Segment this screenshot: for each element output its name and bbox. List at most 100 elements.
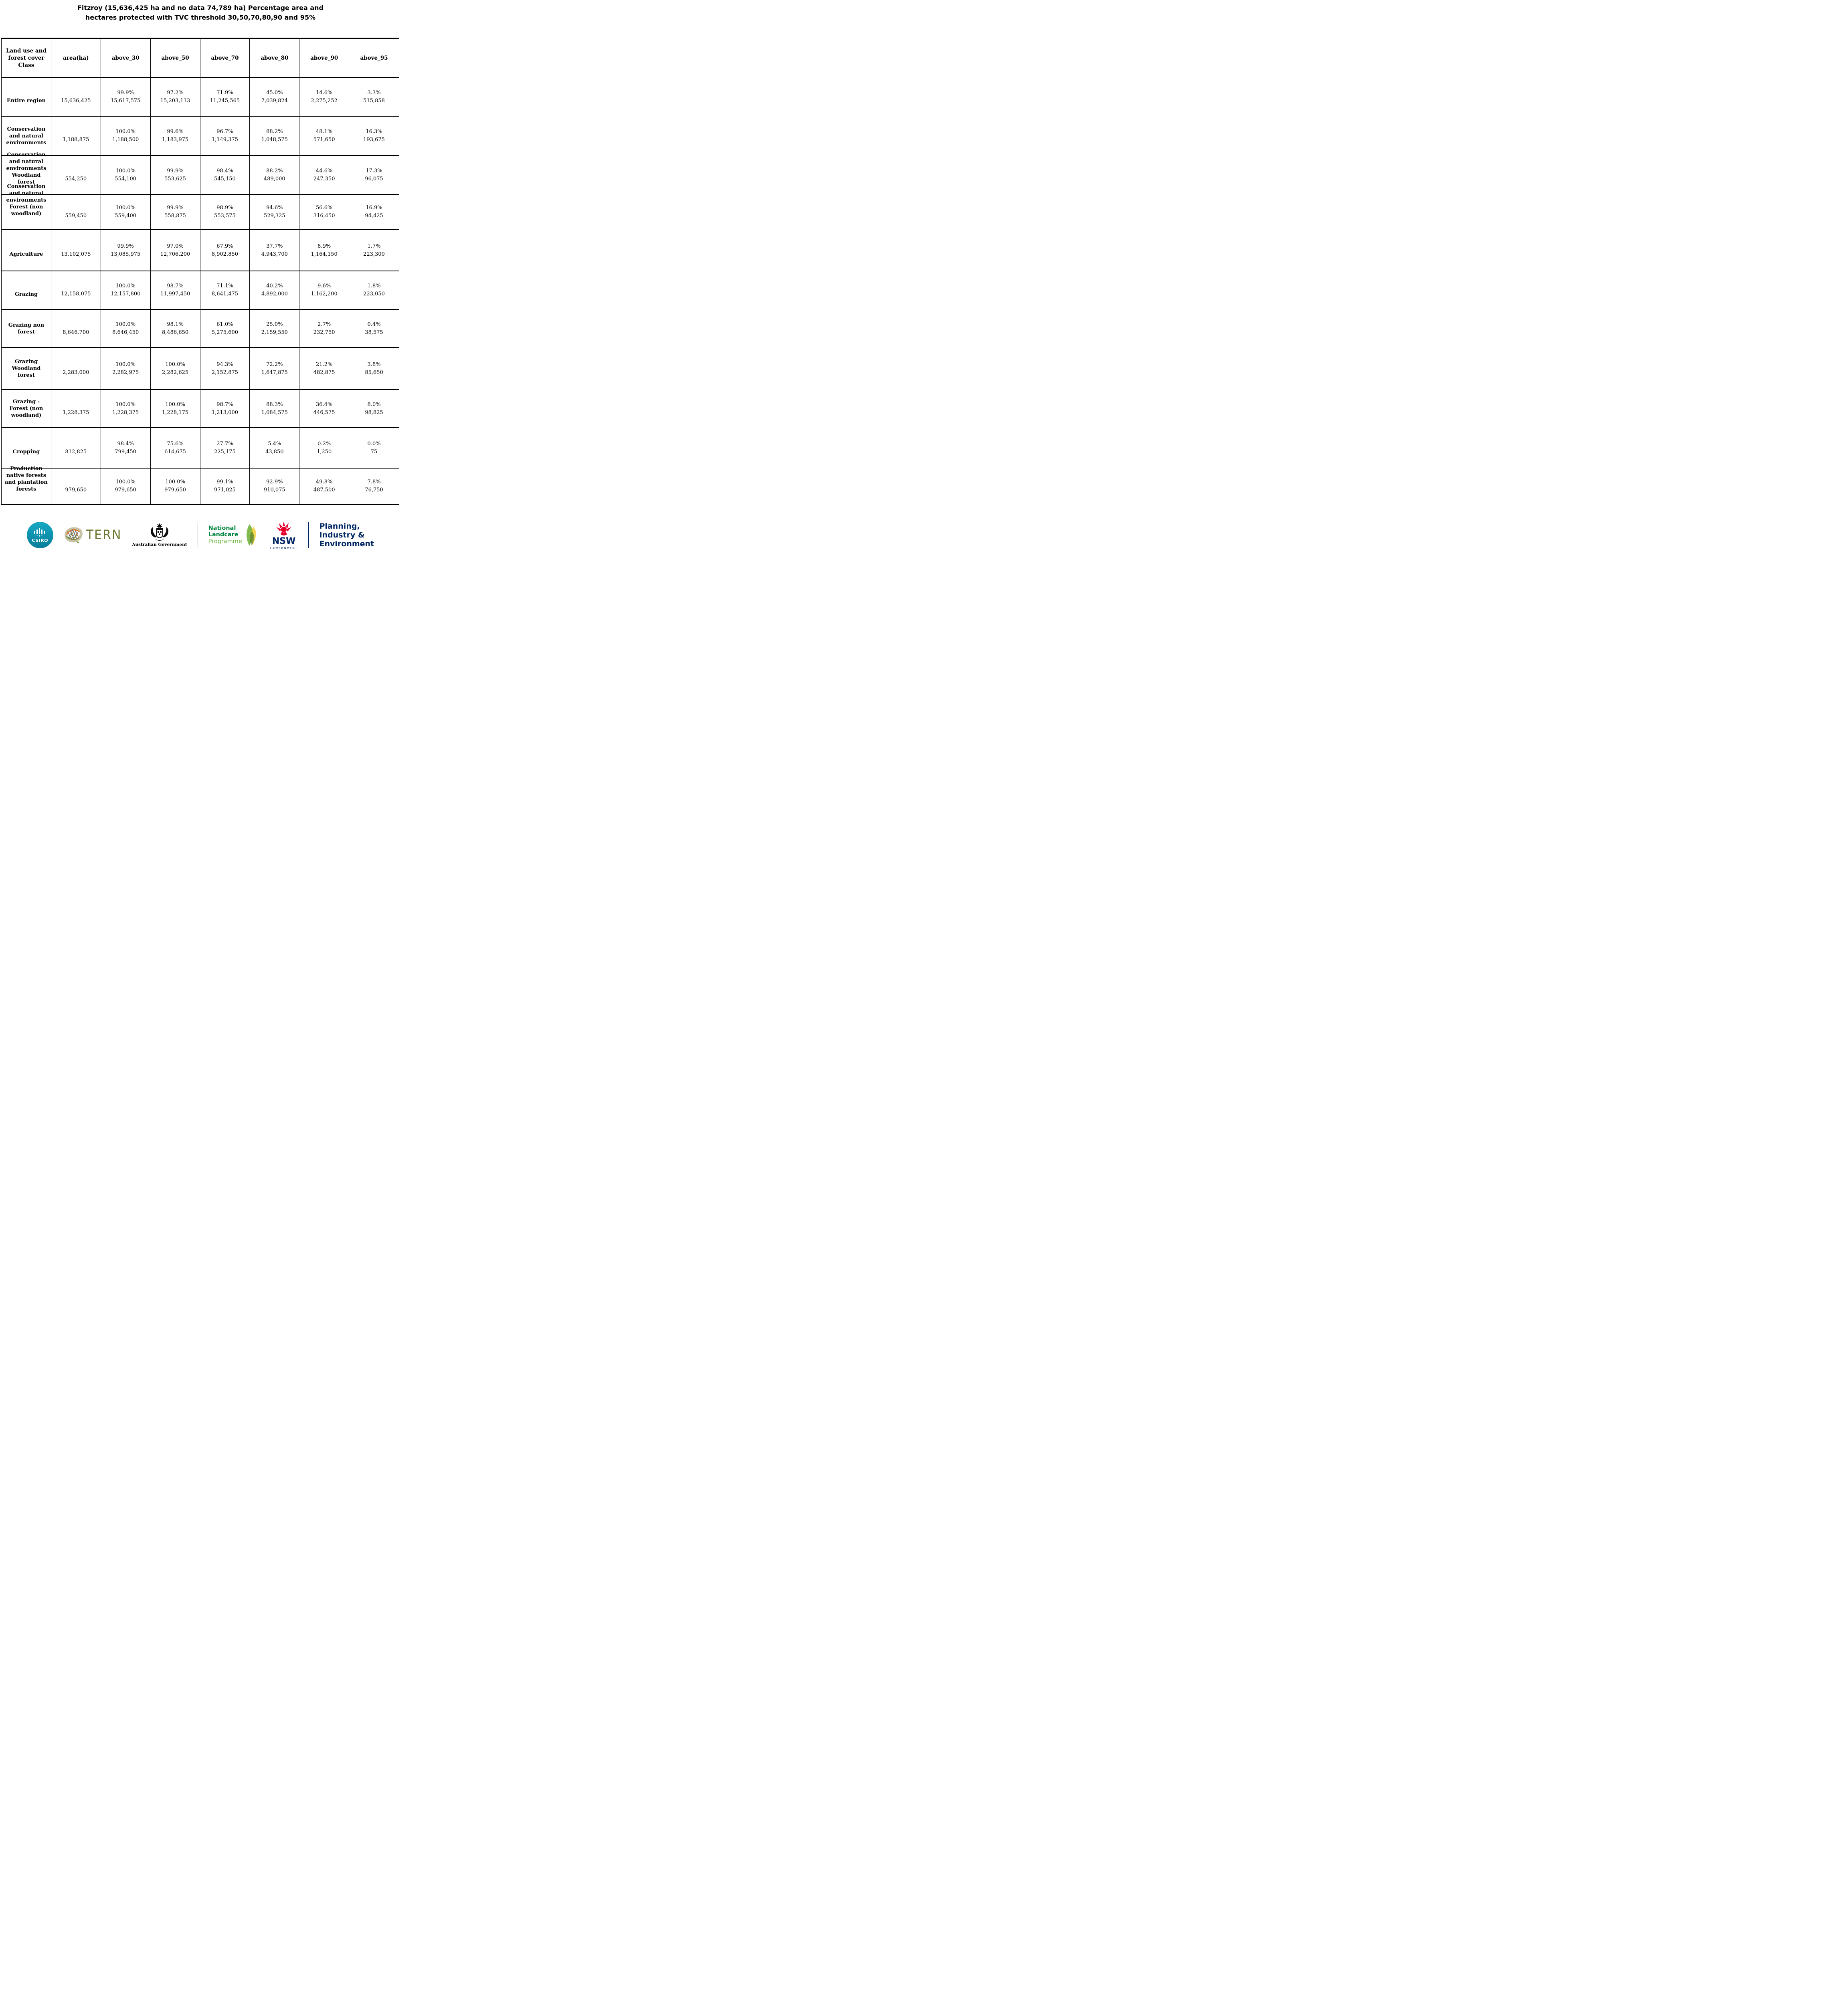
threshold-cell: 48.1% 571,650 [299,117,350,156]
threshold-value: 2.7% 232,750 [301,321,347,337]
landcare-line2: Landcare [208,531,239,538]
hectares-value: 559,400 [115,213,137,219]
percent-value: 97.2% [167,89,184,96]
threshold-cell: 9.6% 1,162,200 [299,271,350,310]
threshold-cell: 8.9% 1,164,150 [299,230,350,271]
column-header: above_90 [299,39,350,78]
table-row: Cropping 812,825 98.4% 799,450 75.6% 614,675 2… [2,428,399,469]
area-value: 554,250 [65,176,87,182]
percent-value: 100.0% [115,479,135,485]
nsw-government-label: GOVERNMENT [270,546,298,550]
threshold-cell: 16.3% 193,675 [349,117,399,156]
column-header-label: above_95 [360,55,388,61]
threshold-cell: 88.2% 489,000 [250,156,300,195]
percent-value: 75.6% [167,440,184,447]
row-label-cell: Conservation and natural environments [2,117,51,156]
threshold-cell: 99.1% 971,025 [200,469,250,504]
threshold-cell: 94.3% 2,152,875 [200,348,250,390]
threshold-value: 5.4% 43,850 [251,440,297,456]
column-header: area(ha) [51,39,101,78]
table-row: Conservation and natural environments 1,1… [2,117,399,156]
nsw-government-logo: NSW GOVERNMENT [270,521,298,550]
threshold-cell: 99.9% 558,875 [150,195,200,230]
threshold-value: 49.8% 487,500 [301,478,347,494]
threshold-value: 97.2% 15,203,113 [152,89,198,105]
threshold-value: 99.1% 971,025 [202,478,248,494]
threshold-value: 99.9% 15,617,575 [103,89,149,105]
threshold-cell: 56.6% 316,450 [299,195,350,230]
percent-value: 100.0% [115,283,135,289]
threshold-cell: 100.0% 1,228,375 [101,390,151,428]
threshold-value: 9.6% 1,162,200 [301,282,347,298]
table-row: Grazing Woodland forest 2,283,000 100.0% 2,… [2,348,399,390]
divider-navy [308,521,309,548]
threshold-value: 0.2% 1,250 [301,440,347,456]
area-cell: 559,450 [51,195,101,230]
area-value: 13,102,075 [61,251,91,257]
hectares-value: 12,157,800 [110,291,141,297]
row-label: Agriculture [9,251,43,257]
threshold-cell: 27.7% 225,175 [200,428,250,469]
row-label: Grazing non forest [8,322,44,335]
table-row: Grazing 12,158,075 100.0% 12,157,800 98.7% 11… [2,271,399,310]
percent-value: 3.8% [367,361,381,368]
threshold-value: 37.7% 4,943,700 [251,242,297,259]
percent-value: 92.9% [266,479,283,485]
area-cell: 8,646,700 [51,310,101,348]
hectares-value: 571,650 [313,137,335,143]
threshold-value: 98.4% 545,150 [202,167,248,183]
threshold-cell: 99.9% 553,625 [150,156,200,195]
threshold-cell: 75.6% 614,675 [150,428,200,469]
hectares-value: 94,425 [365,213,383,219]
threshold-value: 92.9% 910,075 [251,478,297,494]
percent-value: 8.9% [317,243,331,249]
percent-value: 71.1% [216,283,233,289]
hectares-value: 487,500 [313,487,335,493]
row-label-cell: Grazing non forest [2,310,51,348]
percent-value: 36.4% [316,401,333,408]
hectares-value: 75 [370,448,378,455]
threshold-cell: 3.8% 85,650 [349,348,399,390]
threshold-cell: 98.4% 799,450 [101,428,151,469]
area-cell: 2,283,000 [51,348,101,390]
percent-value: 99.6% [167,129,184,135]
hectares-value: 38,575 [365,329,383,335]
hectares-value: 799,450 [115,448,137,455]
threshold-cell: 17.3% 96,075 [349,156,399,195]
threshold-cell: 98.4% 545,150 [200,156,250,195]
threshold-cell: 8.0% 98,825 [349,390,399,428]
hectares-value: 11,997,450 [160,291,190,297]
column-header-label: above_70 [211,55,239,61]
table-header: Land use and forest cover Class area(ha) a… [2,39,399,78]
threshold-value: 71.1% 8,641,475 [202,282,248,298]
threshold-value: 99.6% 1,183,975 [152,128,198,144]
percent-value: 96.7% [216,129,233,135]
threshold-value: 100.0% 1,188,500 [103,128,149,144]
hectares-value: 1,084,575 [261,409,288,416]
hectares-value: 545,150 [214,176,236,182]
hectares-value: 96,075 [365,176,383,182]
table-row: Production native forests and plantation… [2,466,399,504]
page-title-line2: hectares protected with TVC threshold 30… [85,14,316,21]
percent-value: 27.7% [216,440,233,447]
area-value: 1,228,375 [63,409,89,416]
threshold-value: 67.9% 8,902,850 [202,242,248,259]
threshold-cell: 16.9% 94,425 [349,195,399,230]
threshold-cell: 92.9% 910,075 [250,469,300,504]
tern-logo: TERN [64,526,122,544]
hectares-value: 553,625 [164,176,186,182]
waratah-icon [276,521,292,535]
threshold-cell: 98.1% 8,486,650 [150,310,200,348]
column-header: above_80 [250,39,300,78]
threshold-value: 98.1% 8,486,650 [152,321,198,337]
threshold-cell: 99.9% 13,085,975 [101,230,151,271]
csiro-logo: CSIRO [26,521,53,548]
area-value: 12,158,075 [61,291,91,297]
row-label: Entire region [6,98,46,104]
table-row: Entire region 15,636,425 99.9% 15,617,575 97… [2,78,399,117]
threshold-value: 1.8% 223,050 [351,282,397,298]
hectares-value: 247,350 [313,176,335,182]
percent-value: 45.0% [266,89,283,96]
threshold-value: 71.9% 11,245,565 [202,89,248,105]
threshold-value: 14.6% 2,275,252 [301,89,347,105]
